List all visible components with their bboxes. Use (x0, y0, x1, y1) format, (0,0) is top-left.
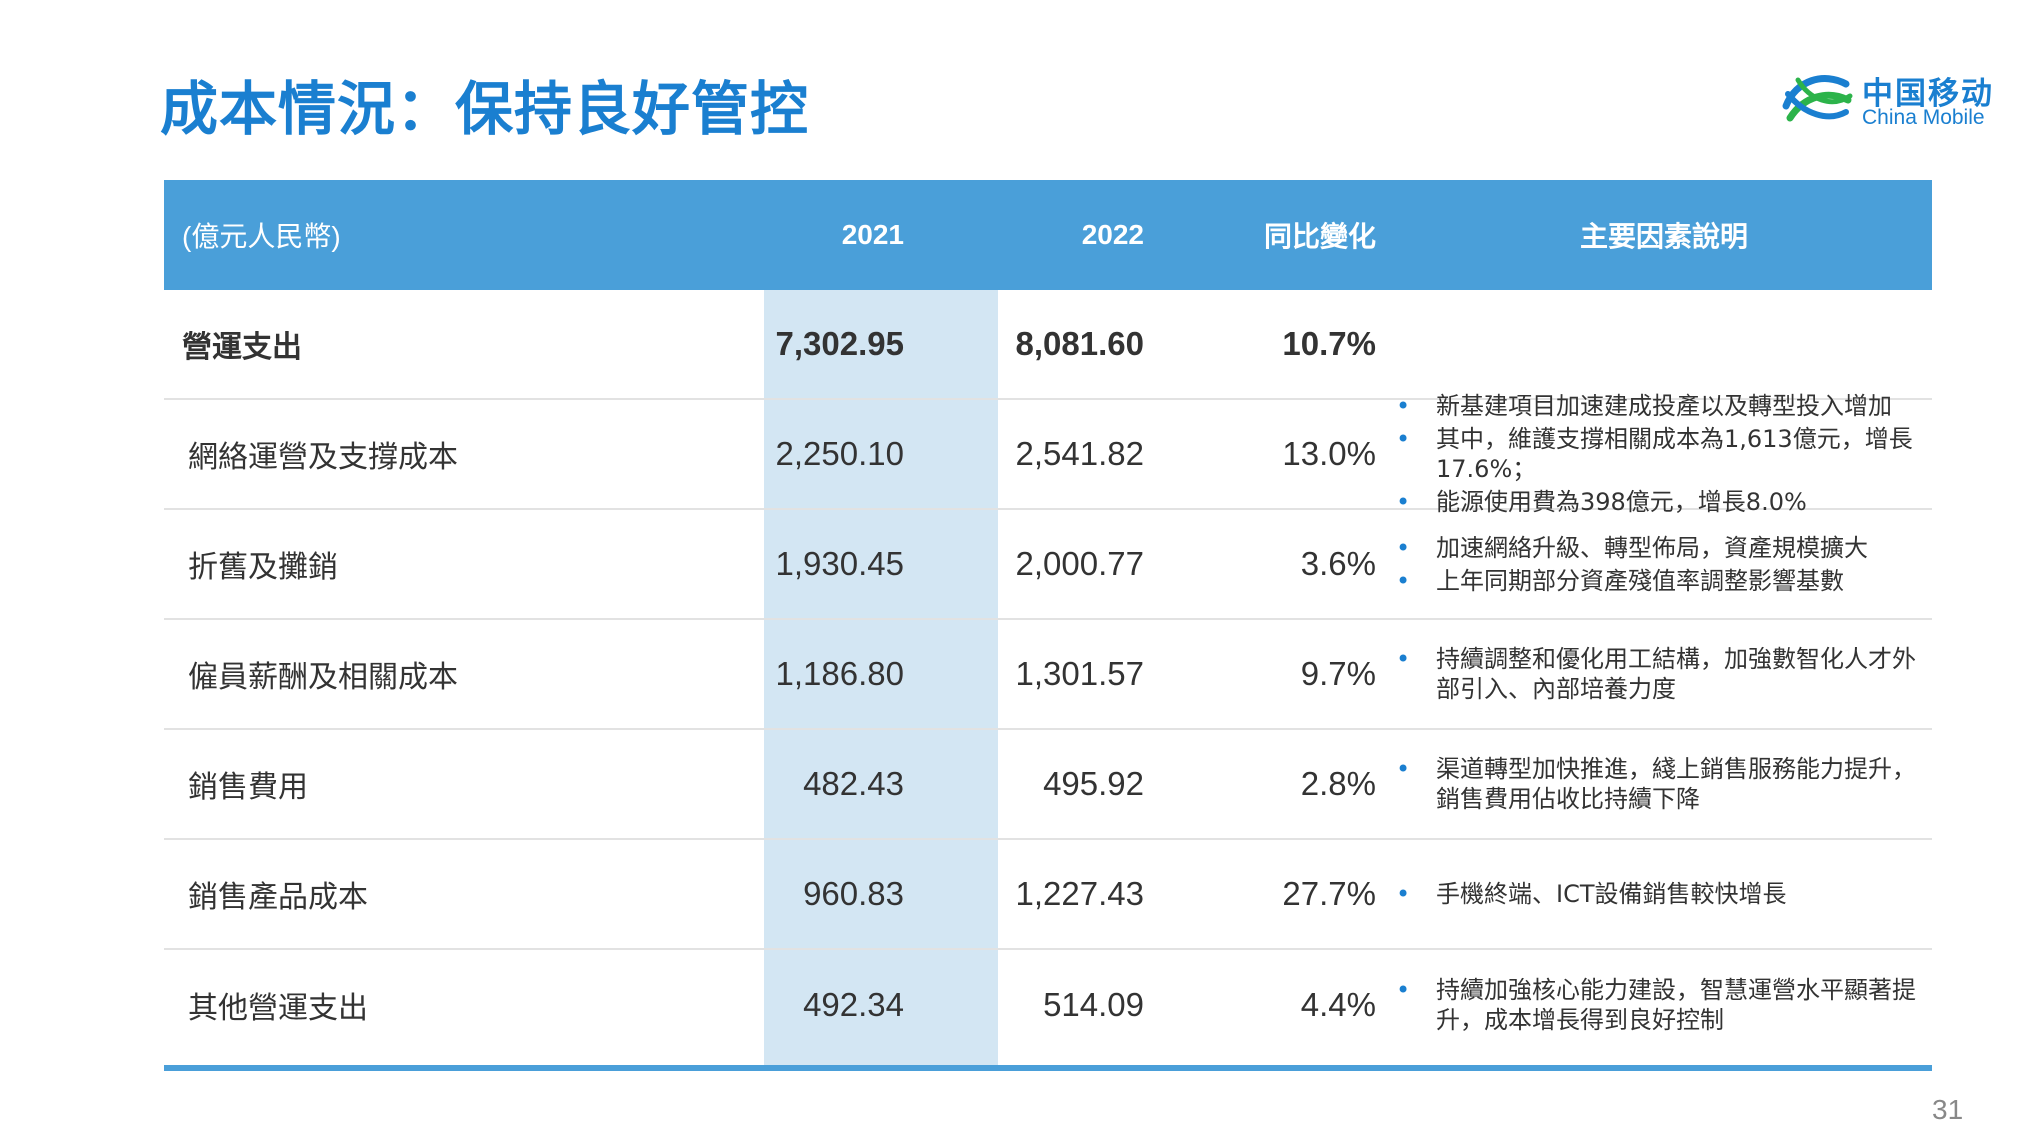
note-text: 手機終端、ICT設備銷售較快增長 (1436, 880, 1787, 908)
note-item: • 上年同期部分資產殘值率調整影響基數 (1396, 566, 1868, 596)
row-label: 網絡運營及支撐成本 (188, 440, 458, 475)
bullet-icon: • (1396, 880, 1411, 908)
china-mobile-logo: 中国移动 China Mobile (1780, 66, 2002, 136)
value-2022: 8,081.60 (1015, 325, 1144, 362)
value-2022: 1,227.43 (1015, 875, 1144, 912)
row-label: 折舊及攤銷 (188, 550, 338, 585)
value-2022: 514.09 (1043, 986, 1144, 1023)
row-label: 僱員薪酬及相關成本 (188, 660, 458, 695)
bullet-icon: • (1396, 392, 1411, 420)
table-body: 營運支出 7,302.95 8,081.60 10.7% 網絡運營及支撐成本 2,250.… (164, 290, 1932, 1060)
page-title: 成本情況：保持良好管控 (160, 75, 810, 143)
header-2022: 2022 (1081, 219, 1144, 250)
value-2021: 960.83 (803, 875, 904, 912)
note-text: 新基建項目加速建成投產以及轉型投入增加 (1436, 392, 1892, 420)
note-text: 渠道轉型加快推進，綫上銷售服務能力提升，銷售費用佔收比持續下降 (1436, 755, 1916, 813)
value-2021: 2,250.10 (775, 435, 904, 472)
note-text: 加速網絡升級、轉型佈局，資產規模擴大 (1436, 533, 1868, 562)
table-row: 僱員薪酬及相關成本 1,186.80 1,301.57 9.7% • 持續調整和優化用工結… (164, 620, 1932, 730)
row-label: 銷售產品成本 (188, 880, 368, 915)
table-row: 其他營運支出 492.34 514.09 4.4% • 持續加強核心能力建設，智慧運營水平… (164, 950, 1932, 1060)
value-2021: 1,186.80 (775, 655, 904, 692)
page-number: 31 (1932, 1094, 1964, 1125)
header-notes: 主要因素說明 (1579, 220, 1748, 253)
row-notes: • 加速網絡升級、轉型佈局，資產規模擴大 • 上年同期部分資產殘值率調整影響基數 (1396, 510, 1932, 618)
value-2021: 492.34 (803, 986, 904, 1023)
logo-text-en: China Mobile (1862, 106, 1985, 129)
value-2021: 1,930.45 (775, 545, 904, 582)
bullet-icon: • (1396, 566, 1411, 595)
row-notes: • 持續調整和優化用工結構，加強數智化人才外部引入、內部培養力度 (1396, 620, 1932, 728)
bullet-icon: • (1396, 645, 1411, 673)
value-change: 3.6% (1300, 545, 1376, 582)
table-row-total: 營運支出 7,302.95 8,081.60 10.7% (164, 290, 1932, 400)
table-row: 銷售費用 482.43 495.92 2.8% • 渠道轉型加快推進，綫上銷售服務能力提升… (164, 730, 1932, 840)
value-change: 10.7% (1282, 325, 1376, 362)
value-2021: 482.43 (803, 765, 904, 802)
note-text: 持續調整和優化用工結構，加強數智化人才外部引入、內部培養力度 (1436, 645, 1916, 703)
notes-list: • 新基建項目加速建成投產以及轉型投入增加 • 其中，維護支撐相關成本為1,613億元… (1396, 388, 1932, 520)
row-label: 營運支出 (182, 330, 302, 365)
row-notes (1396, 290, 1932, 398)
bullet-icon: • (1396, 755, 1411, 783)
value-2022: 1,301.57 (1015, 655, 1144, 692)
value-2022: 2,000.77 (1015, 545, 1144, 582)
note-text: 上年同期部分資產殘值率調整影響基數 (1436, 566, 1844, 595)
header-2021: 2021 (841, 219, 904, 250)
value-2021: 7,302.95 (775, 325, 904, 362)
note-text: 其中，維護支撐相關成本為1,613億元，增長17.6%； (1436, 425, 1913, 483)
highlight-2022-column (764, 290, 998, 1066)
note-item: • 渠道轉型加快推進，綫上銷售服務能力提升，銷售費用佔收比持續下降 (1396, 754, 1932, 814)
note-item: • 加速網絡升級、轉型佈局，資產規模擴大 (1396, 533, 1868, 563)
note-item: • 新基建項目加速建成投產以及轉型投入增加 (1396, 391, 1932, 421)
row-notes: • 新基建項目加速建成投產以及轉型投入增加 • 其中，維護支撐相關成本為1,613億元… (1396, 392, 1932, 516)
row-notes: • 持續加強核心能力建設，智慧運營水平顯著提升，成本增長得到良好控制 (1396, 950, 1932, 1060)
notes-list: • 持續調整和優化用工結構，加強數智化人才外部引入、內部培養力度 (1396, 641, 1932, 707)
bullet-icon: • (1396, 533, 1411, 562)
logo-text-cn: 中国移动 (1862, 76, 1994, 112)
table-bottom-rule (164, 1065, 1932, 1071)
note-item: • 持續調整和優化用工結構，加強數智化人才外部引入、內部培養力度 (1396, 644, 1932, 704)
bullet-icon: • (1396, 488, 1411, 516)
notes-list: • 持續加強核心能力建設，智慧運營水平顯著提升，成本增長得到良好控制 (1396, 972, 1932, 1038)
value-2022: 495.92 (1043, 765, 1144, 802)
row-label: 其他營運支出 (188, 991, 368, 1026)
value-change: 2.8% (1300, 765, 1376, 802)
value-change: 27.7% (1282, 875, 1376, 912)
bullet-icon: • (1396, 976, 1411, 1004)
header-change: 同比變化 (1263, 220, 1376, 253)
table-header: (億元人民幣) 2021 2022 同比變化 主要因素說明 (164, 180, 1932, 290)
note-item: • 持續加強核心能力建設，智慧運營水平顯著提升，成本增長得到良好控制 (1396, 975, 1932, 1035)
note-text: 持續加強核心能力建設，智慧運營水平顯著提升，成本增長得到良好控制 (1436, 976, 1916, 1034)
china-mobile-logo-icon (1782, 75, 1853, 122)
note-item: • 手機終端、ICT設備銷售較快增長 (1396, 879, 1787, 909)
row-notes: • 渠道轉型加快推進，綫上銷售服務能力提升，銷售費用佔收比持續下降 (1396, 730, 1932, 838)
bullet-icon: • (1396, 425, 1411, 453)
note-item: • 能源使用費為398億元，增長8.0% (1396, 487, 1932, 517)
row-notes: • 手機終端、ICT設備銷售較快增長 (1396, 840, 1932, 948)
notes-list: • 渠道轉型加快推進，綫上銷售服務能力提升，銷售費用佔收比持續下降 (1396, 751, 1932, 817)
header-unit: (億元人民幣) (182, 221, 341, 252)
note-text: 能源使用費為398億元，增長8.0% (1436, 488, 1807, 516)
value-change: 9.7% (1300, 655, 1376, 692)
value-change: 13.0% (1282, 435, 1376, 472)
row-label: 銷售費用 (188, 770, 308, 805)
note-item: • 其中，維護支撐相關成本為1,613億元，增長17.6%； (1396, 424, 1932, 484)
value-change: 4.4% (1300, 986, 1376, 1023)
table-row: 銷售產品成本 960.83 1,227.43 27.7% • 手機終端、ICT設備銷售較快… (164, 840, 1932, 950)
value-2022: 2,541.82 (1015, 435, 1144, 472)
cost-table: (億元人民幣) 2021 2022 同比變化 主要因素說明 營運支出 7,302.… (164, 180, 1932, 1066)
notes-list: • 手機終端、ICT設備銷售較快增長 (1396, 876, 1787, 912)
table-row: 網絡運營及支撐成本 2,250.10 2,541.82 13.0% • 新基建項目加速建成… (164, 392, 1932, 516)
notes-list: • 加速網絡升級、轉型佈局，資產規模擴大 • 上年同期部分資產殘值率調整影響基數 (1396, 530, 1868, 599)
table-row: 折舊及攤銷 1,930.45 2,000.77 3.6% • 加速網絡升級、轉型佈局，資產… (164, 510, 1932, 620)
